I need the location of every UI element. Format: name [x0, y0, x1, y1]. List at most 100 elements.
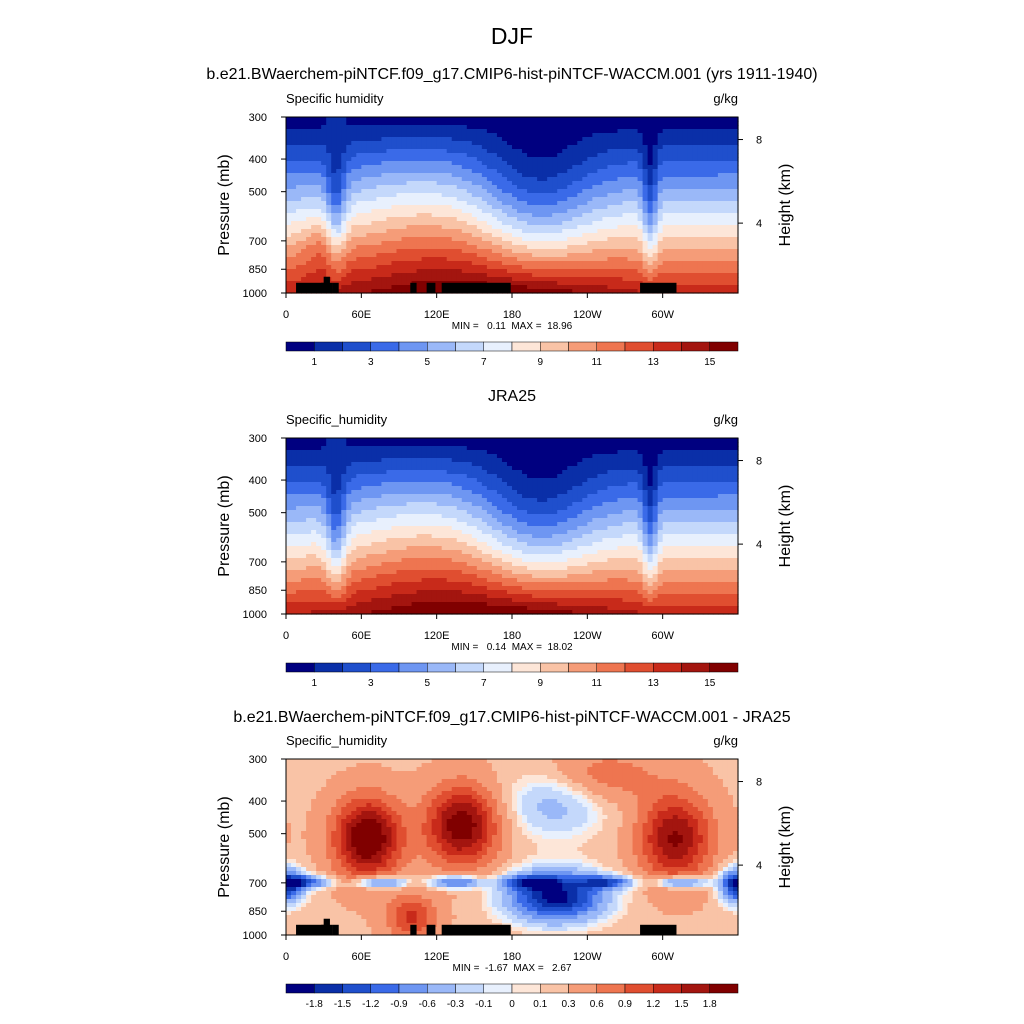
contour-cell: [291, 193, 297, 198]
contour-cell: [306, 165, 312, 170]
contour-cell: [326, 241, 332, 246]
contour-cell: [712, 265, 719, 270]
contour-cell: [622, 209, 629, 214]
contour-cell: [542, 117, 548, 122]
contour-cell: [446, 442, 453, 447]
contour-cell: [577, 442, 583, 447]
contour-cell: [416, 133, 423, 138]
contour-cell: [607, 149, 614, 154]
contour-cell: [557, 446, 563, 451]
contour-cell: [501, 257, 508, 262]
contour-cell: [331, 221, 337, 226]
contour-cell: [301, 185, 307, 190]
contour-cell: [366, 229, 372, 234]
contour-cell: [572, 201, 578, 206]
contour-cell: [296, 157, 302, 162]
contour-cell: [446, 137, 453, 142]
contour-cell: [567, 173, 573, 178]
contour-cell: [657, 458, 664, 463]
contour-cell: [572, 438, 578, 443]
contour-cell: [602, 261, 609, 266]
contour-cell: [456, 273, 463, 278]
contour-cell: [446, 273, 453, 278]
contour-cell: [486, 173, 493, 178]
contour-cell: [567, 185, 573, 190]
contour-cell: [406, 253, 413, 258]
contour-cell: [532, 225, 538, 230]
contour-cell: [466, 253, 473, 258]
contour-cell: [557, 193, 563, 198]
contour-cell: [316, 454, 322, 459]
contour-cell: [351, 121, 357, 126]
contour-cell: [471, 245, 478, 250]
contour-cell: [461, 129, 468, 134]
contour-cell: [687, 454, 694, 459]
contour-cell: [692, 205, 699, 210]
contour-cell: [667, 173, 674, 178]
contour-cell: [517, 165, 523, 170]
contour-cell: [311, 153, 317, 158]
contour-cell: [692, 253, 699, 258]
contour-cell: [527, 269, 533, 274]
contour-cell: [587, 438, 593, 443]
colorbar-box: [398, 341, 428, 352]
contour-cell: [476, 169, 483, 174]
contour-cell: [326, 173, 332, 178]
contour-cell: [622, 201, 629, 206]
contour-cell: [632, 221, 639, 226]
contour-cell: [326, 193, 332, 198]
contour-cell: [381, 277, 388, 282]
contour-cell: [547, 281, 553, 286]
contour-cell: [311, 225, 317, 230]
contour-cell: [622, 241, 629, 246]
contour-cell: [637, 173, 644, 178]
contour-cell: [687, 193, 694, 198]
contour-cell: [451, 197, 458, 202]
contour-cell: [707, 474, 714, 479]
contour-cell: [411, 201, 418, 206]
contour-cell: [627, 141, 634, 146]
contour-cell: [522, 125, 528, 130]
contour-cell: [512, 249, 518, 254]
contour-cell: [426, 217, 433, 222]
contour-cell: [722, 181, 729, 186]
contour-cell: [637, 185, 644, 190]
contour-cell: [431, 253, 438, 258]
contour-cell: [411, 117, 418, 122]
contour-cell: [451, 137, 458, 142]
contour-cell: [321, 225, 327, 230]
contour-cell: [391, 141, 398, 146]
contour-cell: [441, 470, 448, 475]
contour-cell: [537, 185, 543, 190]
contour-cell: [537, 145, 543, 150]
contour-cell: [537, 117, 543, 122]
contour-cell: [366, 253, 372, 258]
contour-cell: [286, 193, 292, 198]
contour-cell: [286, 165, 292, 170]
contour-cell: [512, 442, 518, 447]
contour-cell: [461, 181, 468, 186]
contour-cell: [607, 229, 614, 234]
contour-cell: [476, 474, 483, 479]
contour-cell: [572, 277, 578, 282]
contour-cell: [577, 289, 583, 294]
contour-cell: [446, 470, 453, 475]
contour-cell: [527, 241, 533, 246]
contour-cell: [356, 121, 362, 126]
contour-cell: [366, 233, 372, 238]
contour-cell: [451, 153, 458, 158]
contour-cell: [291, 121, 297, 126]
contour-cell: [647, 217, 654, 222]
contour-cell: [336, 169, 342, 174]
contour-cell: [466, 466, 473, 471]
contour-cell: [667, 117, 674, 122]
contour-cell: [326, 217, 332, 222]
contour-cell: [527, 470, 533, 475]
contour-cell: [456, 153, 463, 158]
contour-cell: [331, 261, 337, 266]
contour-cell: [431, 181, 438, 186]
contour-cell: [436, 189, 443, 194]
contour-cell: [486, 257, 493, 262]
contour-cell: [506, 181, 513, 186]
contour-cell: [411, 193, 418, 198]
